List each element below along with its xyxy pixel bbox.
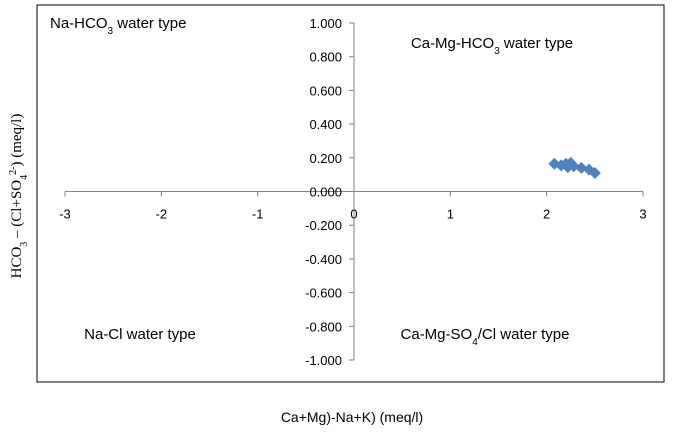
y-tick-label: 0.400 xyxy=(309,117,342,132)
data-point xyxy=(575,161,588,174)
y-tick-labels: 1.000 0.800 0.600 0.400 0.200 0.000 -0.200 -0.4… xyxy=(305,16,342,368)
data-point xyxy=(567,160,580,173)
y-tick-label: -0.600 xyxy=(305,286,342,301)
quadrant-label-ca-mg-so4-cl: Ca-Mg-SO4/Cl water type xyxy=(401,326,570,348)
plot-frame xyxy=(36,4,665,383)
quadrant-label-na-cl: Na-Cl water type xyxy=(84,326,196,343)
x-tick-label: 0 xyxy=(350,207,357,222)
data-points xyxy=(548,156,601,179)
y-tick-label: 1.000 xyxy=(309,16,342,31)
data-point xyxy=(588,166,601,179)
x-tick-label: 1 xyxy=(447,207,454,222)
x-tick-label: -1 xyxy=(252,207,264,222)
x-tick-label: -3 xyxy=(59,207,71,222)
x-tick-label: 2 xyxy=(543,207,550,222)
quadrant-labels: Na-HCO3 water type Ca-Mg-HCO3 water type N… xyxy=(50,15,573,348)
y-tick-label: -1.000 xyxy=(305,353,342,368)
x-axis-label: Ca+Mg)-Na+K) (meq/l) xyxy=(281,409,423,425)
x-tick-label: 3 xyxy=(639,207,646,222)
y-tick-label: 0.200 xyxy=(309,151,342,166)
y-tick-label: -0.800 xyxy=(305,319,342,334)
y-axis-label: HCO3 – (Cl+SO42-) (meq/l) xyxy=(8,114,30,279)
x-tick-labels: -3 -2 -1 0 1 2 3 xyxy=(59,207,646,222)
y-tick-label: -0.400 xyxy=(305,252,342,267)
quadrant-label-ca-mg-hco3: Ca-Mg-HCO3 water type xyxy=(411,35,573,57)
y-tick-label: 0.000 xyxy=(309,185,342,200)
y-tick-label: 0.600 xyxy=(309,83,342,98)
quadrant-label-na-hco3: Na-HCO3 water type xyxy=(50,15,186,37)
axes xyxy=(64,22,644,361)
y-tick-label: -0.200 xyxy=(305,218,342,233)
y-tick-label: 0.800 xyxy=(309,50,342,65)
x-tick-label: -2 xyxy=(156,207,168,222)
